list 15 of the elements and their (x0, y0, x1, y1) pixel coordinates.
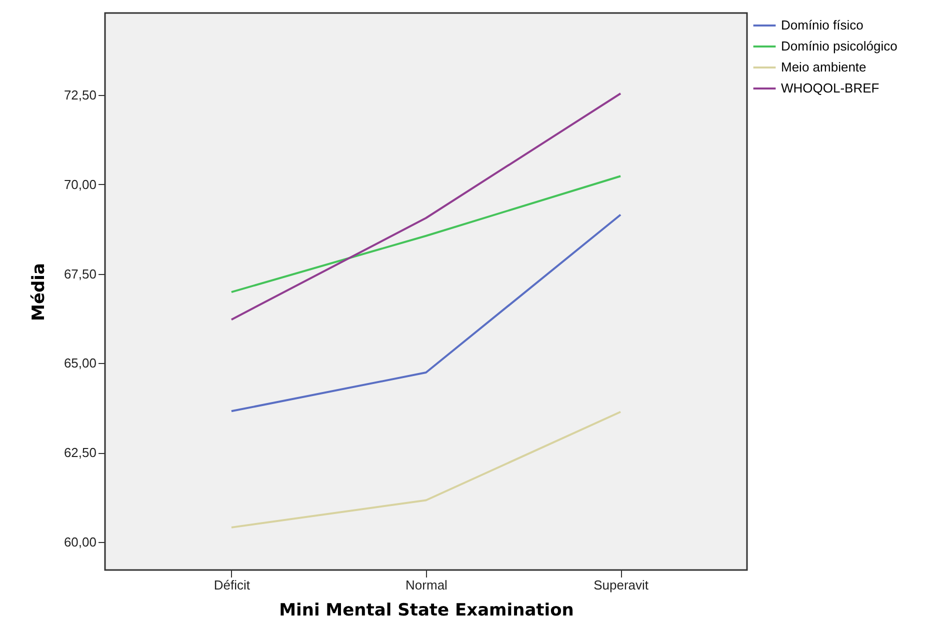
x-axis-title: Mini Mental State Examination (279, 600, 574, 620)
y-axis-title: Média (28, 263, 49, 321)
legend-label: Domínio psicológico (781, 38, 898, 54)
legend-label: Domínio físico (781, 18, 864, 32)
legend-label: WHOQOL-BREF (781, 80, 880, 96)
y-tick-label: 70,00 (64, 176, 96, 192)
legend-label: Meio ambiente (781, 60, 866, 74)
y-tick-label: 72,50 (64, 87, 96, 102)
x-tick-label: Normal (406, 578, 448, 592)
x-tick-label: Déficit (214, 578, 250, 592)
x-tick-label: Superavit (594, 578, 649, 592)
y-tick-label: 67,50 (64, 266, 96, 282)
y-tick-label: 62,50 (64, 445, 96, 460)
y-tick-label: 65,00 (64, 356, 96, 371)
y-tick-label: 60,00 (64, 534, 96, 550)
